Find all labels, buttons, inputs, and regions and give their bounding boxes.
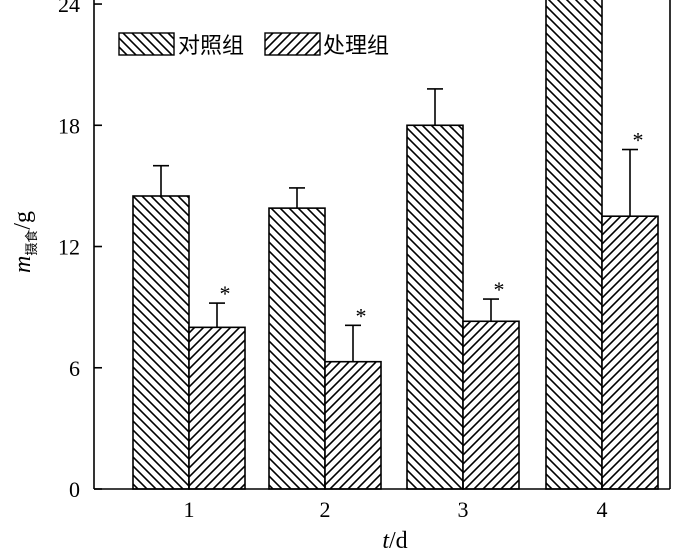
- significance-marker: *: [633, 128, 644, 153]
- legend-swatch-treatment: [264, 32, 321, 56]
- error-bars-layer: * * * *: [153, 88, 644, 362]
- bar-series-0-cat-1: [132, 195, 190, 490]
- significance-marker: *: [220, 281, 231, 306]
- bar-series-0-cat-4: [545, 0, 603, 490]
- x-axis-title-unit: /d: [389, 528, 408, 552]
- y-ticks: 0 6 12 18 24: [58, 0, 102, 502]
- legend-swatch-control: [118, 32, 175, 56]
- bar-series-1-cat-1: [188, 326, 246, 490]
- bar-series-0-cat-2: [268, 207, 326, 490]
- y-axis-title-unit: /g: [10, 211, 36, 230]
- bars-layer: [132, 0, 659, 490]
- significance-marker: *: [494, 277, 505, 302]
- bar-series-1-cat-2: [324, 360, 382, 490]
- bar-series-1-cat-4: [601, 215, 659, 490]
- y-tick-label: 24: [58, 0, 80, 17]
- legend-label-control: 对照组: [178, 34, 244, 59]
- y-tick-label: 6: [69, 356, 80, 381]
- y-axis-title: m摄食/g: [10, 211, 40, 273]
- y-tick-label: 18: [58, 113, 80, 138]
- significance-marker: *: [356, 303, 367, 328]
- y-tick-label: 12: [58, 235, 80, 260]
- x-tick-label: 4: [597, 497, 608, 522]
- legend-label-treatment: 处理组: [323, 34, 389, 59]
- y-axis-title-symbol: m: [10, 256, 36, 273]
- y-tick-label: 0: [69, 477, 80, 502]
- bar-series-0-cat-3: [406, 124, 464, 490]
- x-tick-label: 2: [320, 497, 331, 522]
- bar-series-1-cat-3: [462, 320, 520, 490]
- x-axis-title: t/d: [382, 528, 407, 552]
- x-axis-title-symbol: t: [382, 528, 390, 552]
- legend: 对照组 处理组: [118, 32, 389, 59]
- x-tick-label: 3: [458, 497, 469, 522]
- x-ticks: 1 2 3 4: [184, 481, 608, 522]
- y-axis-title-subscript: 摄食: [24, 230, 40, 256]
- x-tick-label: 1: [184, 497, 195, 522]
